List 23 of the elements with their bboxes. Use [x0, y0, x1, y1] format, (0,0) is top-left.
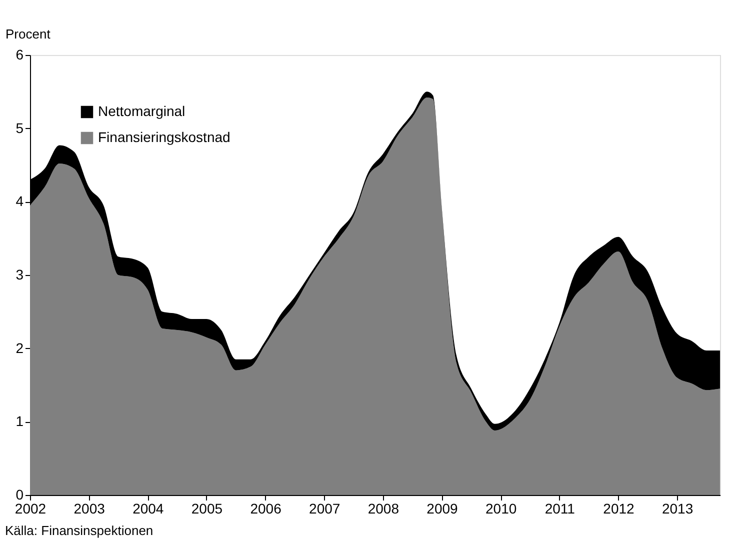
- y-tick-label: 1: [16, 413, 24, 430]
- x-tick-label: 2004: [132, 500, 164, 516]
- y-tick-label: 5: [16, 120, 24, 136]
- x-tick-label: 2013: [662, 500, 694, 516]
- x-tick-label: 2011: [544, 500, 576, 516]
- x-tick-label: 2008: [368, 500, 400, 516]
- x-tick-label: 2009: [426, 500, 458, 516]
- x-tick-label: 2007: [309, 500, 340, 516]
- x-tick-label: 2012: [603, 500, 635, 516]
- y-tick-label: 0: [16, 486, 24, 502]
- y-tick-label: 6: [16, 46, 24, 62]
- y-tick-label: 2: [16, 340, 24, 356]
- text: Källa: Finansinspektionen: [5, 523, 154, 538]
- x-tick-label: 2002: [14, 500, 46, 516]
- legend-label: Finansieringskostnad: [98, 129, 230, 145]
- x-tick-label: 2010: [486, 500, 517, 516]
- y-axis-title: Procent: [6, 26, 51, 42]
- x-tick-label: 2006: [250, 500, 282, 516]
- x-tick-label: 2003: [74, 500, 106, 516]
- x-tick-label: 2005: [191, 500, 223, 516]
- legend-label: Nettomarginal: [98, 103, 186, 119]
- y-tick-label: 4: [16, 193, 24, 210]
- y-tick-label: 3: [16, 266, 24, 282]
